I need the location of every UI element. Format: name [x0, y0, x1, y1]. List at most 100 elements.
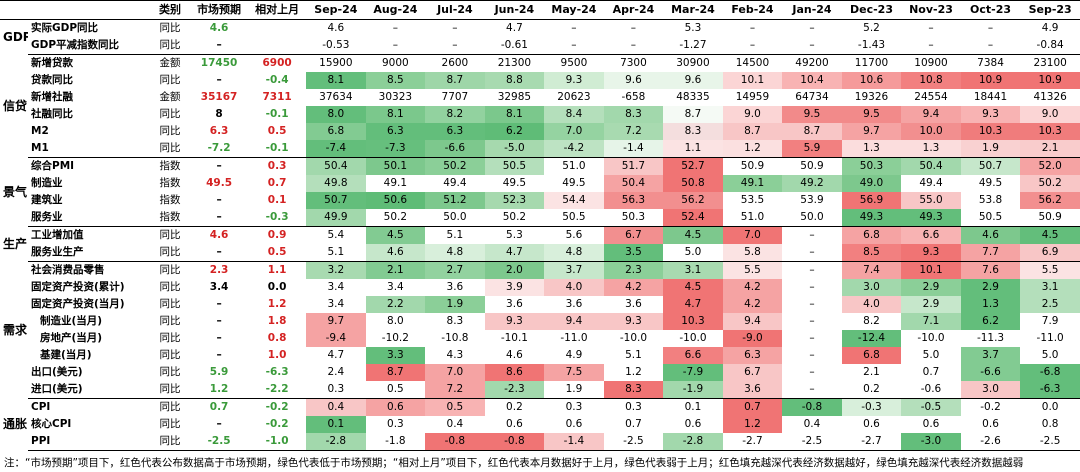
value-cell: 5.5 — [722, 261, 783, 279]
table-row: PPI 同比 -2.5 -1.0 -2.8 -1.8 -0.8 -0.8 -1.4 -2.5 -2.… — [0, 433, 1080, 451]
month-header: Nov-23 — [901, 0, 961, 20]
value-cell: 4.5 — [1020, 226, 1080, 244]
value-cell: – — [809, 281, 815, 293]
expectation-cell: 0.7 — [209, 401, 229, 413]
group-label: 通胀 — [3, 417, 28, 431]
value-cell: 5.1 — [306, 244, 366, 262]
category-cell: 指数 — [159, 194, 181, 206]
value-cell: -2.8 — [306, 433, 366, 451]
value-cell: 6.2 — [484, 123, 545, 140]
relative-cell: 1.2 — [267, 298, 287, 310]
category-cell: 同比 — [159, 22, 181, 34]
table-row: 需求 社会消费品零售 同比 2.3 1.1 3.2 2.1 2.7 2.0 3.7 2.3 3.1 5.… — [0, 261, 1080, 337]
expectation-header: 市场预期 — [190, 0, 249, 20]
value-cell: 50.2 — [365, 209, 426, 227]
month-header: Jan-24 — [782, 0, 842, 20]
value-cell: 10.4 — [782, 72, 842, 89]
value-cell: 51.7 — [603, 157, 664, 175]
category-cell: 同比 — [150, 244, 191, 262]
value-cell: -2.5 — [1020, 433, 1080, 451]
value-cell: 4.6 — [327, 22, 345, 34]
table-row: 房地产(当月) 同比 –0.8 -9.4 -10.2 -10.8 -10.1 -11.0 -10… — [0, 330, 1080, 347]
category-cell: 同比 — [159, 108, 181, 120]
value-cell: -0.6 — [901, 381, 961, 399]
expectation-cell: 5.9 — [209, 366, 229, 378]
value-cell: 4.2 — [722, 279, 783, 296]
value-cell: 0.3 — [306, 381, 366, 399]
expectation-cell: 1.2 — [190, 381, 249, 399]
value-cell: 8.7 — [365, 364, 426, 381]
value-cell: -3.0 — [901, 433, 961, 451]
value-cell: – — [809, 229, 815, 241]
month-header: May-24 — [544, 0, 604, 20]
value-cell: 51.0 — [544, 157, 604, 175]
month-header: Sep-24 — [306, 0, 366, 20]
value-cell: 6.8 — [841, 226, 902, 244]
value-cell: 3.0 — [960, 381, 1021, 399]
value-cell: -1.8 — [365, 433, 426, 451]
category-cell: 同比 — [150, 37, 191, 55]
value-cell: 52.0 — [1020, 157, 1080, 175]
value-cell: 3.7 — [544, 261, 604, 279]
value-cell: – — [960, 37, 1021, 55]
value-cell: 23100 — [1033, 57, 1067, 69]
value-cell: 6.3 — [425, 123, 485, 140]
value-cell: 6.8 — [841, 347, 902, 364]
value-cell: 5.3 — [484, 226, 545, 244]
value-cell: 7.0 — [722, 226, 783, 244]
value-cell: 10.3 — [1020, 123, 1080, 140]
value-cell: 9.3 — [603, 313, 664, 330]
value-cell: 1.2 — [722, 140, 783, 158]
value-cell: 5.6 — [544, 226, 604, 244]
value-cell: 6.7 — [603, 226, 664, 244]
value-cell: – — [630, 22, 637, 34]
value-cell: -9.4 — [306, 330, 366, 347]
value-cell: 8.0 — [306, 106, 366, 123]
value-cell: 49.5 — [484, 175, 545, 192]
month-header: Apr-24 — [603, 0, 664, 20]
value-cell: 6.6 — [901, 226, 961, 244]
value-cell: 2.4 — [306, 364, 366, 381]
category-cell: 同比 — [159, 125, 181, 137]
value-cell: 3.6 — [484, 296, 545, 313]
value-cell: 0.4 — [306, 398, 366, 416]
table-row: 信贷 新增贷款 金额 17450 6900 15900 9000 2600 21300 9500 7… — [0, 55, 1080, 113]
value-cell: – — [425, 37, 485, 55]
expectation-cell: – — [216, 315, 222, 327]
value-cell: 2.1 — [1020, 140, 1080, 158]
value-cell: 8.3 — [663, 123, 723, 140]
value-cell: 6.6 — [663, 347, 723, 364]
value-cell: 9.3 — [960, 106, 1021, 123]
value-cell: 50.0 — [782, 209, 842, 227]
value-cell: 8.8 — [484, 72, 545, 89]
value-cell: 8.0 — [365, 313, 426, 330]
value-cell: 50.3 — [603, 209, 664, 227]
value-cell: 6.3 — [722, 347, 783, 364]
indicator-name: 工业增加值 — [31, 229, 84, 241]
table-body: GDP实际GDP同比同比4.64.6––4.7––5.3––5.2––4.9GD… — [0, 20, 1080, 451]
relative-cell: -2.2 — [248, 381, 307, 399]
value-cell: 0.4 — [425, 416, 485, 433]
value-cell: 55.0 — [901, 192, 961, 209]
value-cell: -0.53 — [306, 37, 366, 55]
category-cell: 同比 — [159, 315, 181, 327]
value-cell: -12.4 — [841, 330, 902, 347]
value-cell: 21300 — [497, 57, 532, 69]
value-cell: 4.0 — [841, 296, 902, 313]
table-row: GDP平减指数同比 同比 – -0.53– – -0.61– – -1.27– – -1.43– –… — [0, 37, 1080, 55]
value-cell: 2.9 — [901, 296, 961, 313]
indicator-name: 社融同比 — [31, 108, 73, 120]
value-cell: 9.5 — [841, 106, 902, 123]
value-cell: 50.0 — [425, 209, 485, 227]
value-cell: 3.6 — [425, 279, 485, 296]
value-cell: 50.9 — [722, 157, 783, 175]
indicator-name: M2 — [31, 125, 49, 137]
value-cell: – — [809, 22, 815, 34]
relative-cell: 0.5 — [248, 244, 307, 262]
value-cell: 0.7 — [603, 416, 664, 433]
value-cell: 9.7 — [841, 123, 902, 140]
value-cell: 7.0 — [544, 123, 604, 140]
value-cell: 8.3 — [603, 106, 664, 123]
indicator-name: GDP平减指数同比 — [28, 37, 151, 55]
value-cell: – — [544, 37, 604, 55]
